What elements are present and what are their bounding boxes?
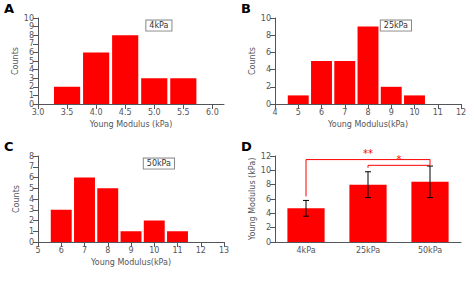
svg-text:8: 8 xyxy=(365,108,370,117)
svg-text:**: ** xyxy=(363,148,373,159)
svg-text:5: 5 xyxy=(35,246,40,255)
svg-text:8: 8 xyxy=(29,152,34,161)
svg-text:1: 1 xyxy=(29,91,34,100)
svg-text:Counts: Counts xyxy=(11,47,20,75)
svg-text:D: D xyxy=(241,139,252,154)
svg-text:0: 0 xyxy=(266,100,271,109)
svg-text:4.5: 4.5 xyxy=(119,108,132,117)
svg-text:9: 9 xyxy=(389,108,394,117)
svg-text:2: 2 xyxy=(29,216,34,225)
svg-text:10: 10 xyxy=(24,14,34,23)
svg-text:Young Modulus (kPa): Young Modulus (kPa) xyxy=(248,158,257,242)
svg-text:3: 3 xyxy=(29,205,34,214)
svg-text:6: 6 xyxy=(29,173,34,182)
svg-text:6: 6 xyxy=(266,195,271,204)
svg-text:8: 8 xyxy=(105,246,110,255)
svg-text:5: 5 xyxy=(29,57,34,66)
svg-text:6: 6 xyxy=(59,246,64,255)
svg-text:10: 10 xyxy=(409,108,419,117)
svg-text:10: 10 xyxy=(149,246,159,255)
svg-text:3.5: 3.5 xyxy=(61,108,74,117)
svg-text:11: 11 xyxy=(433,108,443,117)
svg-text:7: 7 xyxy=(29,39,34,48)
svg-text:0: 0 xyxy=(28,99,34,109)
svg-text:1: 1 xyxy=(29,227,34,236)
svg-text:0: 0 xyxy=(266,238,271,247)
svg-text:13: 13 xyxy=(219,246,229,255)
svg-text:7: 7 xyxy=(82,246,87,255)
svg-text:12: 12 xyxy=(261,152,271,161)
svg-text:3: 3 xyxy=(29,74,34,83)
svg-text:3.0: 3.0 xyxy=(32,108,45,117)
svg-text:9: 9 xyxy=(128,246,133,255)
svg-text:50kPa: 50kPa xyxy=(147,159,171,168)
svg-text:50kPa: 50kPa xyxy=(418,246,442,255)
svg-text:8: 8 xyxy=(266,180,271,189)
svg-text:4: 4 xyxy=(29,65,34,74)
svg-text:Young Modulus(kPa): Young Modulus(kPa) xyxy=(90,258,171,267)
svg-text:5: 5 xyxy=(29,184,34,193)
svg-text:4kPa: 4kPa xyxy=(149,21,168,30)
svg-text:9: 9 xyxy=(29,22,34,31)
svg-text:12: 12 xyxy=(196,246,206,255)
svg-text:4.0: 4.0 xyxy=(90,108,103,117)
svg-text:7: 7 xyxy=(342,108,347,117)
svg-text:7: 7 xyxy=(29,162,34,171)
svg-text:4: 4 xyxy=(272,108,277,117)
svg-text:8: 8 xyxy=(29,31,34,40)
svg-text:5.5: 5.5 xyxy=(177,108,190,117)
svg-text:B: B xyxy=(241,1,251,16)
svg-text:11: 11 xyxy=(172,246,182,255)
svg-text:8: 8 xyxy=(266,31,271,40)
svg-text:4: 4 xyxy=(29,195,34,204)
svg-text:*: * xyxy=(397,154,402,165)
svg-text:6.0: 6.0 xyxy=(206,108,219,117)
svg-text:6: 6 xyxy=(319,108,324,117)
svg-text:25kPa: 25kPa xyxy=(356,246,380,255)
svg-text:5: 5 xyxy=(296,108,301,117)
svg-text:Counts: Counts xyxy=(248,47,257,75)
svg-text:Young Modulus (kPa): Young Modulus (kPa) xyxy=(89,120,173,129)
svg-text:5.0: 5.0 xyxy=(148,108,161,117)
svg-text:4: 4 xyxy=(266,209,271,218)
svg-text:C: C xyxy=(4,139,14,154)
svg-text:4: 4 xyxy=(266,65,271,74)
svg-text:2: 2 xyxy=(29,82,34,91)
svg-text:4kPa: 4kPa xyxy=(296,246,315,255)
svg-text:0: 0 xyxy=(29,238,34,247)
svg-text:12: 12 xyxy=(456,108,466,117)
svg-text:6: 6 xyxy=(29,48,34,57)
svg-text:10: 10 xyxy=(261,166,271,175)
svg-text:6: 6 xyxy=(266,48,271,57)
svg-text:10: 10 xyxy=(261,14,271,23)
svg-text:25kPa: 25kPa xyxy=(384,21,408,30)
svg-text:2: 2 xyxy=(266,82,271,91)
svg-text:A: A xyxy=(4,1,14,16)
svg-text:Counts: Counts xyxy=(12,185,21,213)
svg-text:2: 2 xyxy=(266,223,271,232)
svg-text:Young Modulus(kPa): Young Modulus(kPa) xyxy=(327,120,408,129)
